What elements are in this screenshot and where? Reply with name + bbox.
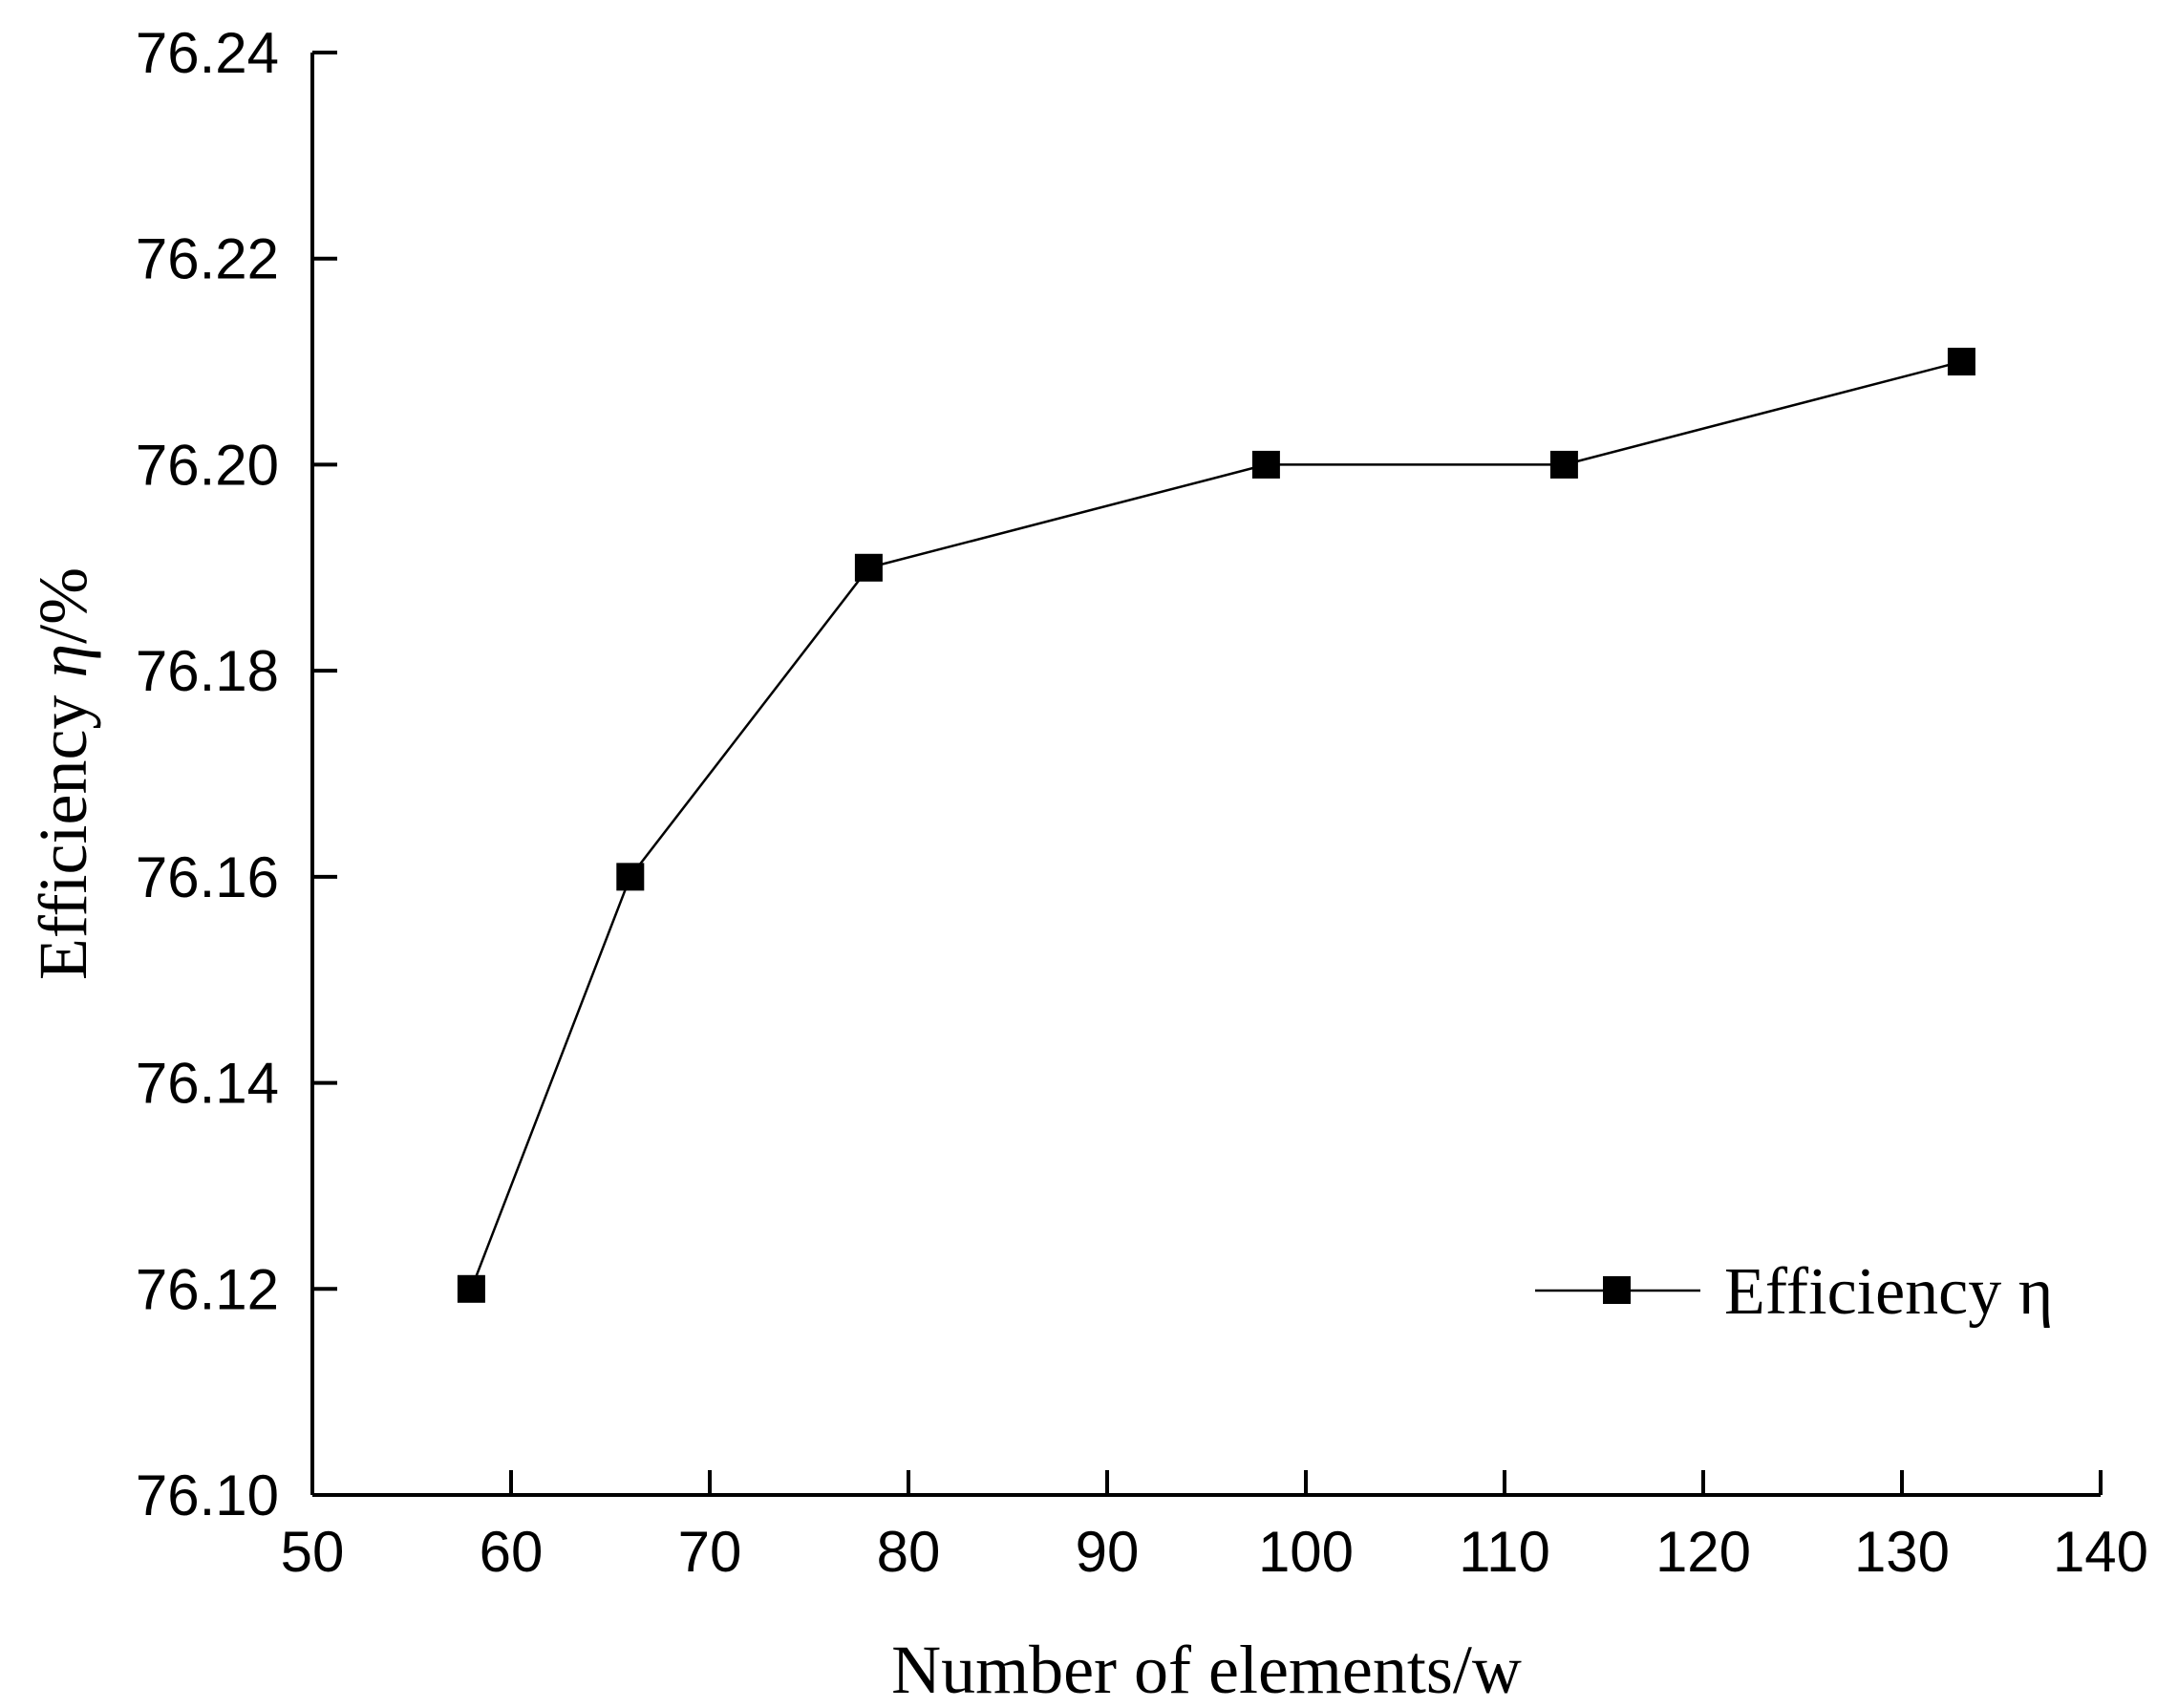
data-point	[1947, 348, 1975, 376]
y-tick-label: 76.10	[136, 1463, 279, 1527]
data-point	[1549, 450, 1578, 479]
x-tick-label: 70	[678, 1520, 742, 1584]
y-tick-label: 76.12	[136, 1257, 279, 1321]
data-point	[1251, 450, 1280, 479]
data-point	[616, 863, 645, 891]
y-tick-label: 76.16	[136, 845, 279, 909]
y-tick-label: 76.20	[136, 433, 279, 497]
series-points	[457, 348, 1975, 1303]
y-tick-label: 76.18	[136, 639, 279, 703]
data-point	[457, 1274, 485, 1303]
y-tick-label: 76.14	[136, 1052, 279, 1116]
x-tick-label: 110	[1459, 1520, 1550, 1584]
plot-area: 50 60 70 80 90 100 110 120 130 140 76.1076.1276.1…	[136, 21, 2148, 1584]
data-point	[854, 553, 883, 582]
x-ticks	[310, 1470, 2103, 1495]
series-lines	[470, 360, 1962, 1290]
y-axis-title-suffix: /%	[25, 567, 101, 644]
y-axis-title-symbol: η	[25, 644, 101, 678]
legend: Efficiency η	[1535, 1255, 2053, 1329]
x-tick-label: 120	[1655, 1520, 1751, 1584]
x-tick-label: 100	[1258, 1520, 1354, 1584]
x-axis-title: Number of elements/w	[891, 1632, 1522, 1708]
y-tick-label: 76.24	[136, 21, 279, 85]
x-tick-label: 140	[2053, 1520, 2148, 1584]
series-line	[470, 360, 1962, 1290]
y-axis-title-prefix: Efficiency	[25, 678, 101, 981]
y-tick-label: 76.22	[136, 227, 279, 291]
x-tick-label: 130	[1854, 1520, 1950, 1584]
x-tick-labels: 50 60 70 80 90 100 110 120 130 140	[281, 1520, 2148, 1584]
legend-label: Efficiency η	[1724, 1255, 2053, 1329]
y-tick-labels: 76.10 76.12 76.14 76.16 76.18 76.20 76.22 76.24	[136, 21, 279, 1527]
x-tick-label: 80	[877, 1520, 941, 1584]
x-tick-label: 60	[480, 1520, 544, 1584]
y-axis-title: Efficiency η/%	[25, 567, 101, 980]
x-tick-label: 90	[1076, 1520, 1140, 1584]
y-ticks	[312, 51, 337, 1497]
legend-marker-sample	[1603, 1276, 1631, 1304]
x-tick-label: 50	[281, 1520, 345, 1584]
